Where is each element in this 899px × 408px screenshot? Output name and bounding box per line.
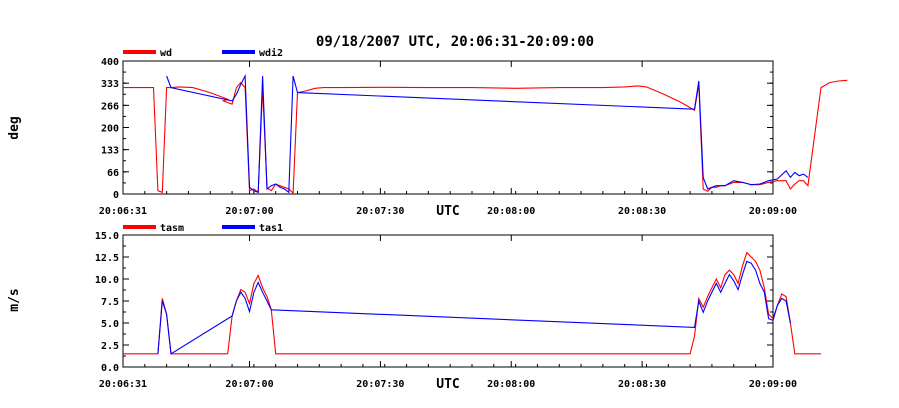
x-axis-label: UTC <box>436 377 459 392</box>
airspeed-panel: 0.0 2.5 5.0 7.5 10.0 12.5 15.0 20:06:31 20:07:00… <box>7 223 821 392</box>
y-tick-label: 5.0 <box>101 319 119 330</box>
y-tick-label: 66 <box>107 168 119 179</box>
series-line-tasm <box>123 251 821 355</box>
legend-label: wd <box>160 48 172 59</box>
x-tick-label: 20:06:31 <box>99 379 147 390</box>
y-tick-label: 0 <box>113 190 119 201</box>
x-tick-label: 20:08:30 <box>618 206 666 217</box>
y-tick-label: 10.0 <box>95 275 119 286</box>
x-tick-label: 20:07:30 <box>356 206 404 217</box>
x-tick-label: 20:08:00 <box>487 379 535 390</box>
x-tick-label: 20:07:00 <box>225 379 273 390</box>
x-tick-label: 20:09:00 <box>749 206 797 217</box>
legend-label: wdi2 <box>259 47 283 59</box>
y-tick-label: 2.5 <box>101 341 119 352</box>
x-tick-label: 20:08:30 <box>618 379 666 390</box>
x-tick-label: 20:09:00 <box>749 379 797 390</box>
series-line-wd <box>123 79 848 195</box>
x-tick-label: 20:07:00 <box>225 206 273 217</box>
series-line-wdi2 <box>166 73 809 194</box>
wind-direction-panel: 0 66 133 200 266 333 400 20:06:31 20:07:00 20:07:… <box>7 47 848 219</box>
plot-frame <box>122 60 774 195</box>
y-tick-label: 15.0 <box>95 231 119 242</box>
legend-label: tas1 <box>259 223 283 234</box>
legend-label: tasm <box>160 223 184 234</box>
chart-title: 09/18/2007 UTC, 20:06:31-20:09:00 <box>316 34 594 50</box>
y-tick-label: 200 <box>101 124 119 135</box>
y-tick-label: 333 <box>101 79 119 90</box>
x-axis-label: UTC <box>436 204 459 219</box>
y-tick-label: 7.5 <box>101 297 119 308</box>
y-tick-label: 400 <box>101 57 119 68</box>
x-tick-label: 20:08:00 <box>487 206 535 217</box>
x-tick-label: 20:06:31 <box>99 206 147 217</box>
y-axis-label: deg <box>7 116 22 139</box>
x-tick-label: 20:07:30 <box>356 379 404 390</box>
y-tick-label: 12.5 <box>95 253 119 264</box>
plot-frame <box>122 234 774 368</box>
y-tick-label: 266 <box>101 101 119 112</box>
y-tick-label: 0.0 <box>101 363 119 374</box>
y-axis-label: m/s <box>7 288 22 311</box>
series-line-tas1 <box>157 260 791 355</box>
y-tick-label: 133 <box>101 146 119 157</box>
